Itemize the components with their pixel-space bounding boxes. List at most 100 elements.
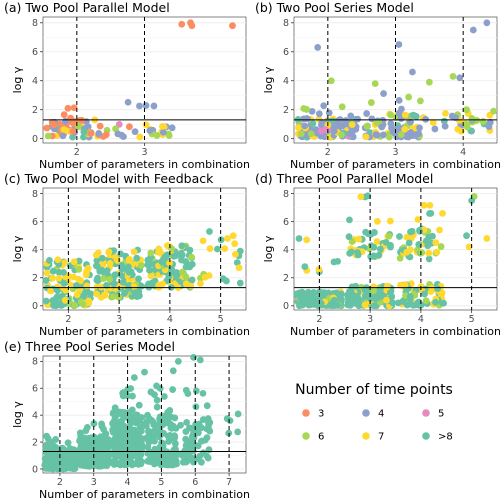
data-point bbox=[98, 266, 105, 274]
x-axis-title: Number of parameters in combination bbox=[39, 158, 250, 171]
data-point bbox=[187, 19, 194, 27]
y-tick-label: 2 bbox=[32, 437, 38, 448]
x-tick-label: 2 bbox=[74, 147, 80, 158]
data-point bbox=[60, 126, 68, 134]
data-point bbox=[375, 287, 383, 295]
data-point bbox=[188, 433, 196, 441]
data-point bbox=[124, 98, 132, 106]
y-tick-label: 0 bbox=[283, 134, 289, 145]
legend-label: 6 bbox=[318, 432, 324, 443]
data-point bbox=[161, 253, 169, 261]
data-point bbox=[98, 420, 105, 428]
data-point bbox=[131, 128, 139, 136]
data-point bbox=[342, 118, 350, 126]
data-point bbox=[233, 259, 241, 266]
x-tick-label: 2 bbox=[57, 477, 63, 488]
data-point bbox=[137, 262, 145, 269]
data-point bbox=[330, 127, 338, 135]
data-point bbox=[197, 280, 204, 287]
data-point bbox=[74, 122, 82, 130]
data-point bbox=[397, 281, 404, 289]
data-point bbox=[386, 289, 394, 297]
data-point bbox=[375, 251, 383, 259]
panel-1: 0 2 4 6 8 2 3 (a) Two Pool Parallel Model Number… bbox=[4, 0, 250, 171]
data-point bbox=[463, 232, 470, 240]
data-point bbox=[295, 235, 303, 242]
data-point bbox=[45, 449, 53, 456]
data-point bbox=[398, 105, 405, 113]
data-point bbox=[156, 413, 164, 421]
data-point bbox=[442, 109, 449, 117]
data-point bbox=[434, 285, 441, 293]
y-tick-label: 8 bbox=[32, 18, 38, 29]
data-point bbox=[44, 132, 52, 140]
data-point bbox=[135, 288, 143, 295]
data-point bbox=[137, 458, 145, 465]
data-point bbox=[229, 22, 236, 30]
data-point bbox=[425, 249, 433, 257]
data-point bbox=[373, 218, 381, 225]
legend-items: 3 4 5 6 7 >8 bbox=[302, 409, 453, 443]
x-tick-label: 4 bbox=[125, 477, 131, 488]
data-point bbox=[221, 245, 229, 253]
data-point bbox=[147, 281, 155, 289]
legend-swatch bbox=[422, 432, 430, 440]
data-point bbox=[432, 298, 439, 306]
data-point bbox=[346, 216, 353, 224]
data-point bbox=[201, 273, 209, 281]
data-point bbox=[70, 464, 78, 471]
legend-label: 3 bbox=[318, 409, 324, 420]
data-point bbox=[405, 93, 413, 101]
data-point bbox=[431, 125, 439, 133]
data-point bbox=[122, 391, 130, 399]
data-point bbox=[469, 26, 477, 34]
data-point bbox=[93, 457, 100, 464]
data-point bbox=[385, 232, 393, 240]
data-point bbox=[192, 403, 200, 411]
data-point bbox=[101, 292, 109, 299]
data-point bbox=[192, 387, 200, 395]
data-point bbox=[407, 228, 414, 236]
data-point bbox=[150, 102, 158, 110]
x-tick-label: 4 bbox=[167, 314, 173, 325]
data-point bbox=[130, 417, 138, 425]
data-point bbox=[163, 448, 171, 456]
data-point bbox=[403, 248, 410, 256]
data-point bbox=[203, 452, 211, 460]
data-point bbox=[397, 131, 405, 138]
data-point bbox=[48, 118, 56, 126]
data-point bbox=[182, 273, 190, 281]
data-point bbox=[371, 229, 378, 236]
data-point bbox=[429, 119, 437, 127]
data-point bbox=[54, 256, 62, 264]
x-tick-label: 3 bbox=[141, 147, 147, 158]
data-point bbox=[121, 289, 128, 297]
legend-swatch bbox=[362, 432, 370, 440]
data-point bbox=[85, 297, 93, 305]
data-point bbox=[383, 296, 390, 304]
data-point bbox=[168, 245, 176, 253]
data-point bbox=[196, 452, 204, 460]
x-axis-title: Number of parameters in combination bbox=[39, 488, 250, 501]
data-point bbox=[165, 273, 173, 281]
data-point bbox=[416, 97, 424, 105]
data-point bbox=[490, 107, 498, 115]
data-point bbox=[151, 437, 158, 445]
panel-title: (a) Two Pool Parallel Model bbox=[4, 0, 170, 15]
data-point bbox=[375, 293, 383, 301]
data-point bbox=[295, 124, 302, 131]
data-point bbox=[199, 237, 207, 245]
data-point bbox=[62, 462, 70, 470]
panel-3: 0 2 4 6 8 2 3 4 5 (c) Two Pool Model with Feedbac… bbox=[4, 171, 250, 338]
x-tick-label: 3 bbox=[91, 477, 97, 488]
data-point bbox=[55, 269, 63, 276]
y-axis-title: log γ bbox=[11, 66, 24, 93]
data-point bbox=[362, 228, 370, 236]
data-point bbox=[348, 290, 355, 298]
data-point bbox=[171, 460, 179, 468]
data-point bbox=[146, 456, 153, 463]
data-point bbox=[60, 279, 68, 287]
x-tick-label: 3 bbox=[116, 314, 122, 325]
data-point bbox=[64, 439, 72, 447]
data-point bbox=[395, 41, 403, 48]
